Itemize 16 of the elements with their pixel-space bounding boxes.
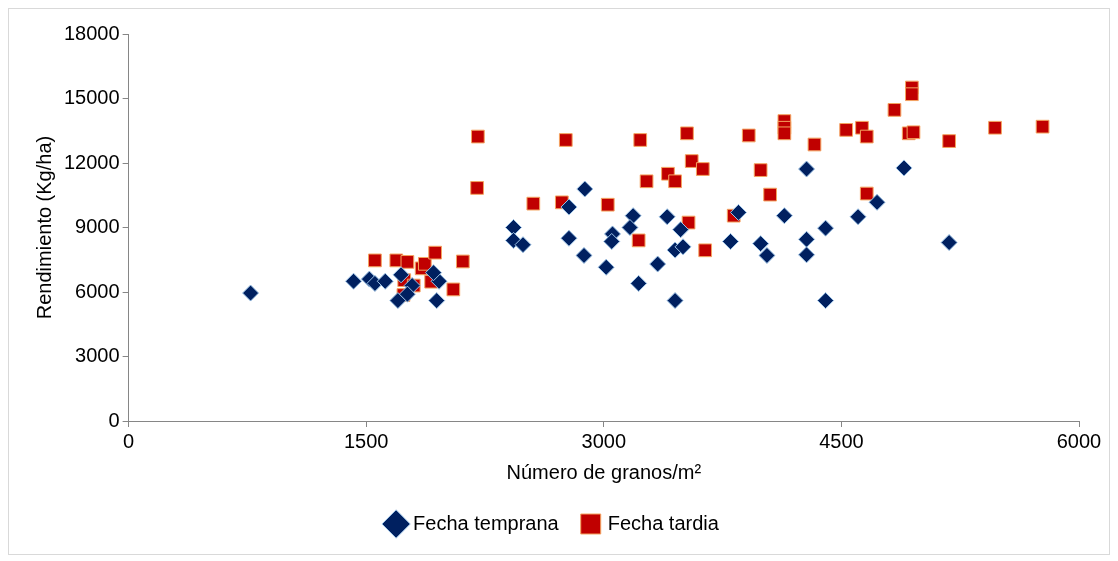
x-tick-label: 4500 (819, 429, 864, 452)
x-axis-title: Número de granos/m² (506, 460, 702, 483)
x-tick-label: 1500 (343, 429, 389, 452)
legend-label: Fecha temprana (413, 511, 560, 534)
y-tick-label: 15000 (63, 86, 120, 109)
y-tick-label: 6000 (75, 279, 120, 302)
x-tick-label: 3000 (581, 429, 627, 452)
legend-label: Fecha tardia (607, 511, 720, 534)
x-tick-label: 0 (123, 429, 135, 452)
y-tick-label: 9000 (75, 215, 120, 238)
y-axis-title: Rendimiento (Kg/ha) (32, 135, 55, 320)
y-tick-label: 3000 (75, 344, 120, 367)
x-tick-label: 6000 (1056, 429, 1102, 452)
y-tick-label: 0 (108, 408, 120, 431)
y-tick-label: 18000 (63, 21, 120, 44)
y-tick-label: 12000 (63, 150, 120, 173)
